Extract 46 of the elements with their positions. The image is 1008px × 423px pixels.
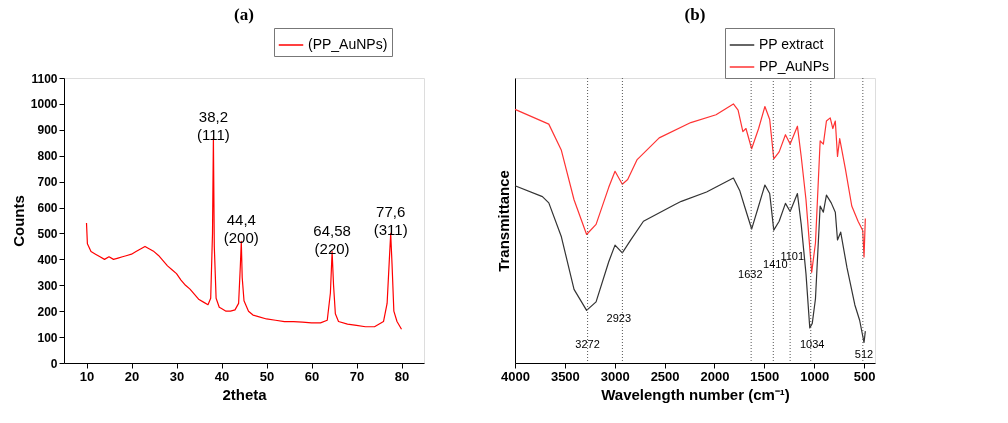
legend-label: PP extract — [759, 36, 824, 52]
x-tick-label: 1000 — [800, 368, 830, 384]
x-tick-label: 4000 — [501, 368, 530, 384]
y-tick-label: 600 — [37, 201, 58, 216]
y-tick-label: 500 — [37, 226, 58, 241]
x-tick-label: 80 — [394, 368, 410, 384]
x-axis-title: 2theta — [222, 385, 268, 403]
annotation: 512 — [854, 348, 874, 361]
y-tick-label: 0 — [50, 356, 58, 371]
x-tick-label: 10 — [79, 368, 95, 384]
x-tick-label: 2500 — [650, 368, 680, 384]
annotation: 44,4 (200) — [223, 211, 259, 247]
annotation: 38,2 (111) — [197, 107, 230, 143]
annotation: 1632 — [738, 267, 763, 280]
x-tick-label: 20 — [124, 368, 140, 384]
y-tick-label: 100 — [37, 330, 58, 345]
x-axis-title: Wavelength number (cm⁻¹) — [601, 385, 790, 403]
x-tick-label: 40 — [214, 368, 230, 384]
legend-label: (PP_AuNPs) — [308, 36, 388, 52]
y-tick-label: 800 — [37, 149, 58, 164]
chart-title: (a) — [234, 4, 254, 24]
x-tick-label: 2000 — [700, 368, 730, 384]
annotation: 77,6 (311) — [373, 203, 408, 239]
y-axis-title: Transmittance — [494, 170, 512, 272]
chart-title: (b) — [684, 4, 706, 24]
x-tick-label: 30 — [169, 368, 185, 384]
y-tick-label: 200 — [37, 304, 58, 319]
y-tick-label: 400 — [37, 252, 58, 267]
annotation: 2923 — [606, 311, 632, 324]
x-tick-label: 70 — [349, 368, 365, 384]
y-axis-title: Counts — [9, 195, 27, 247]
y-tick-label: 1100 — [31, 71, 58, 86]
x-tick-label: 60 — [304, 368, 320, 384]
y-tick-label: 900 — [37, 123, 58, 138]
y-tick-label: 300 — [37, 278, 58, 293]
annotation: 1034 — [799, 337, 825, 350]
legend-label: PP_AuNPs — [759, 58, 830, 74]
x-tick-label: 500 — [853, 368, 876, 384]
x-tick-label: 1500 — [750, 368, 780, 384]
annotation: 64,58 (220) — [313, 221, 351, 257]
annotation: 3272 — [575, 337, 600, 350]
y-tick-label: 700 — [37, 175, 58, 190]
x-tick-label: 3000 — [600, 368, 630, 384]
y-tick-label: 1000 — [30, 97, 58, 112]
x-tick-label: 3500 — [550, 368, 580, 384]
x-tick-label: 50 — [259, 368, 275, 384]
